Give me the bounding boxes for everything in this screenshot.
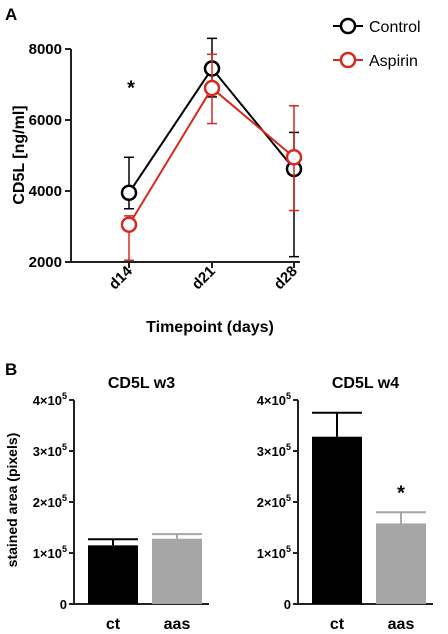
line-chart: 2000 4000 6000 8000 d14 d21 d28 Timepoint (days…	[11, 17, 421, 336]
significance-asterisk: *	[127, 77, 135, 99]
x-tick-label: d14	[106, 262, 137, 293]
y-tick-label: 0	[284, 597, 291, 612]
x-tick-label: d21	[189, 263, 219, 293]
y-tick-label-exponent: 5	[286, 493, 291, 503]
legend-marker	[339, 51, 357, 69]
y-tick-label-base: 0	[60, 597, 67, 612]
x-axis-title: Timepoint (days)	[146, 319, 274, 336]
y-tick-label-base: 1×10	[33, 546, 62, 561]
y-tick-label-base: 3×10	[33, 444, 62, 459]
y-tick-label-exponent: 5	[62, 391, 67, 401]
y-tick-label-base: 3×10	[257, 444, 286, 459]
y-tick-label-base: 4×10	[257, 393, 286, 408]
y-tick-label: 4×105	[33, 391, 67, 408]
data-point	[285, 149, 303, 166]
y-tick-label: 0	[60, 597, 67, 612]
bar-aas	[152, 538, 202, 604]
x-tick-label: ct	[106, 616, 121, 633]
y-tick-label: 2000	[29, 254, 62, 271]
y-tick-label: 2×105	[257, 493, 291, 510]
bar-ct	[88, 545, 138, 604]
legend-label: Control	[369, 19, 421, 36]
y-tick-label-exponent: 5	[62, 544, 67, 554]
y-tick-label: 1×105	[33, 544, 67, 561]
y-tick-label-base: 2×10	[33, 495, 62, 510]
data-point	[203, 79, 221, 97]
y-axis-title: stained area (pixels)	[4, 433, 20, 568]
x-tick-label: aas	[164, 616, 191, 633]
y-tick-label: 3×105	[33, 442, 67, 459]
y-tick-label: 1×105	[257, 544, 291, 561]
legend-marker	[339, 17, 357, 35]
x-tick-label: ct	[330, 616, 345, 633]
y-tick-label: 6000	[29, 112, 62, 129]
legend-label: Aspirin	[369, 53, 418, 70]
y-tick-label-base: 0	[284, 597, 291, 612]
bar-aas	[376, 523, 426, 604]
panel-b-label: B	[5, 360, 17, 379]
y-tick-label-base: 2×10	[257, 495, 286, 510]
x-tick-label: aas	[388, 616, 415, 633]
y-tick-label-exponent: 5	[286, 442, 291, 452]
chart-title: CD5L w4	[332, 375, 399, 392]
y-tick-label-exponent: 5	[62, 493, 67, 503]
panel-a-label: A	[5, 5, 17, 24]
y-tick-label: 3×105	[257, 442, 291, 459]
y-tick-label: 2×105	[33, 493, 67, 510]
y-tick-label-base: 1×10	[257, 546, 286, 561]
y-tick-label: 8000	[29, 41, 62, 58]
y-tick-label-exponent: 5	[286, 391, 291, 401]
y-tick-label: 4×105	[257, 391, 291, 408]
data-point	[120, 216, 138, 233]
y-tick-label-exponent: 5	[286, 544, 291, 554]
data-point	[120, 184, 138, 202]
y-tick-label-base: 4×10	[33, 393, 62, 408]
y-tick-label: 4000	[29, 183, 62, 200]
y-tick-label-exponent: 5	[62, 442, 67, 452]
bar-ct	[312, 436, 362, 604]
x-tick-label: d28	[271, 263, 301, 293]
chart-title: CD5L w3	[108, 375, 175, 392]
significance-asterisk: *	[397, 482, 405, 504]
y-axis-title: CD5L [ng/ml]	[11, 105, 28, 204]
